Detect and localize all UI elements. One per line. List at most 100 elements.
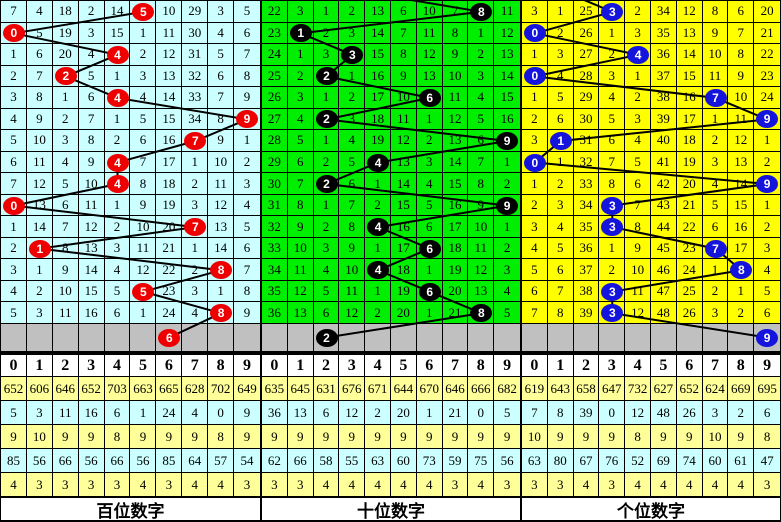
miss-count-cell: 2	[494, 173, 520, 195]
miss-count-cell: 26	[573, 22, 600, 45]
digit-header-cell: 0	[522, 355, 548, 377]
stat-cell: 663	[130, 377, 157, 401]
digit-header-cell: 6	[156, 355, 183, 377]
miss-count-cell: 5	[26, 22, 53, 45]
miss-count-cell: 2	[702, 130, 729, 152]
miss-count-cell: 3	[522, 1, 548, 23]
drawn-number-ball: 4	[106, 175, 129, 193]
miss-count-cell: 22	[754, 44, 780, 66]
miss-count-cell: 7	[625, 194, 651, 217]
miss-count-cell: 31	[262, 194, 288, 217]
miss-count-cell: 2	[522, 194, 548, 217]
miss-count-cell: 1	[702, 259, 729, 281]
miss-count-cell: 14	[442, 151, 469, 174]
miss-count-cell: 31	[182, 44, 209, 66]
stat-cell: 4	[390, 473, 417, 497]
stat-cell: 624	[702, 377, 729, 401]
miss-count-cell: 3	[599, 65, 626, 88]
miss-count-cell: 9	[208, 130, 235, 152]
miss-count-cell: 20	[52, 44, 79, 66]
miss-count-cell: 10	[26, 130, 53, 152]
drawn-number-ball: 9	[496, 196, 519, 215]
miss-count-cell: 10	[390, 87, 417, 109]
miss-count-cell: 5	[104, 280, 131, 303]
miss-count-cell: 24	[262, 44, 288, 66]
miss-count-cell: 11	[208, 173, 235, 195]
miss-count-cell: 6	[104, 302, 131, 324]
drawn-number-ball: 6	[418, 282, 441, 301]
miss-count-cell: 10	[130, 216, 157, 238]
miss-count-cell: 3	[702, 151, 729, 174]
panel-title-hundreds: 百位数字	[1, 497, 260, 520]
miss-count-cell: 37	[573, 259, 600, 281]
miss-count-cell: 19	[390, 280, 417, 303]
stat-cell: 647	[599, 377, 626, 401]
miss-count-cell: 20	[676, 173, 703, 195]
stat-cell: 3	[26, 473, 53, 497]
miss-count-cell: 13	[156, 65, 183, 88]
miss-count-cell: 7	[234, 259, 260, 281]
digit-header-cell: 4	[625, 355, 651, 377]
miss-count-cell: 5	[313, 280, 340, 303]
miss-count-cell: 1	[26, 259, 53, 281]
stat-cell: 3	[599, 473, 626, 497]
separator	[522, 351, 780, 355]
miss-count-cell: 17	[676, 108, 703, 131]
miss-count-cell: 9	[52, 259, 79, 281]
miss-count-cell: 6	[208, 65, 235, 88]
panel-title-tens: 十位数字	[262, 497, 520, 520]
pending-cell	[365, 324, 391, 351]
miss-count-cell: 5	[1, 302, 27, 324]
miss-count-cell: 32	[262, 216, 288, 238]
stat-cell: 1	[416, 401, 443, 425]
stat-row: 635 645 631 676 671 644 670 646 666 682	[262, 377, 520, 401]
miss-count-cell: 6	[702, 216, 729, 238]
stat-row: 10 9 9 9 8 9 9 10 9 8	[522, 425, 780, 449]
stat-cell: 9	[313, 425, 340, 449]
stat-cell: 6	[104, 401, 131, 425]
miss-count-cell: 4	[130, 87, 157, 109]
miss-count-cell: 5	[78, 65, 105, 88]
stat-cell: 9	[52, 425, 79, 449]
digit-header-cell: 9	[494, 355, 520, 377]
stat-cell: 57	[208, 449, 235, 473]
miss-count-cell: 15	[676, 65, 703, 88]
miss-count-cell: 19	[156, 194, 183, 217]
miss-count-cell: 4	[78, 44, 105, 66]
stat-row: 63 80 67 76 52 69 74 60 61 47	[522, 449, 780, 473]
miss-count-cell: 2	[468, 44, 495, 66]
miss-count-cell: 3	[26, 302, 53, 324]
stat-cell: 9	[234, 401, 260, 425]
miss-count-cell: 48	[650, 302, 677, 324]
miss-count-cell: 9	[287, 216, 314, 238]
miss-count-cell: 2	[702, 280, 729, 303]
stat-cell: 671	[365, 377, 391, 401]
miss-count-cell: 13	[208, 216, 235, 238]
stat-cell: 63	[522, 449, 548, 473]
miss-count-cell: 32	[573, 151, 600, 174]
stat-cell: 24	[156, 401, 183, 425]
miss-count-cell: 12	[130, 259, 157, 281]
drawn-number-ball: 2	[315, 328, 338, 347]
stat-cell: 646	[442, 377, 469, 401]
miss-count-cell: 10	[728, 87, 755, 109]
stat-row: 619 643 658 647 732 627 652 624 669 695	[522, 377, 780, 401]
miss-count-cell: 1	[365, 173, 391, 195]
miss-count-cell: 2	[416, 130, 443, 152]
stat-cell: 36	[262, 401, 288, 425]
miss-count-cell: 2	[339, 1, 366, 23]
stat-cell: 682	[494, 377, 520, 401]
miss-count-cell: 8	[130, 173, 157, 195]
drawn-number-ball: 0	[2, 196, 25, 215]
miss-count-cell: 3	[339, 108, 366, 131]
miss-count-cell: 17	[365, 87, 391, 109]
miss-count-cell: 28	[262, 130, 288, 152]
miss-count-cell: 9	[625, 237, 651, 260]
drawn-number-ball: 1	[549, 132, 572, 150]
pending-cell	[182, 324, 209, 351]
drawn-number-ball: 5	[132, 282, 155, 301]
miss-count-cell: 1	[728, 280, 755, 303]
miss-count-cell: 4	[1, 280, 27, 303]
pending-cell	[573, 324, 600, 351]
miss-count-cell: 7	[599, 151, 626, 174]
